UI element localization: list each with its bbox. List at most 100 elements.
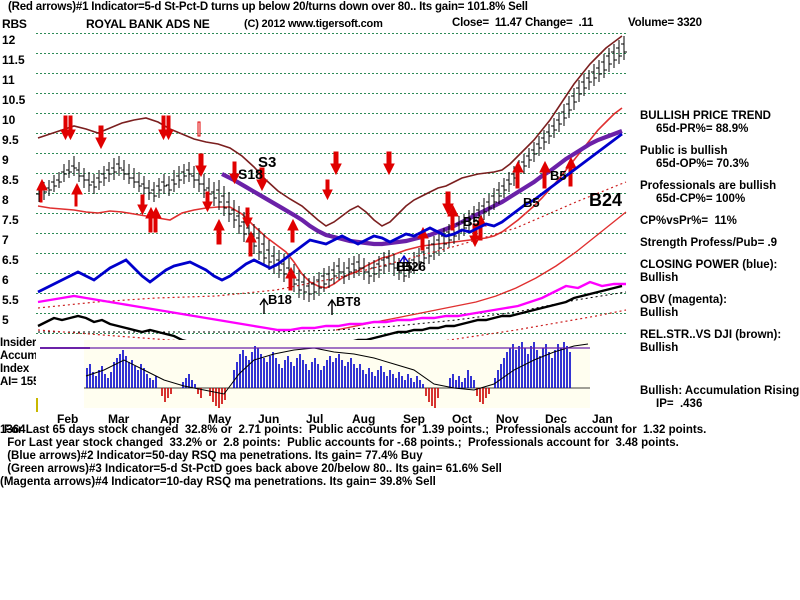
x-tick-sep: Sep [403, 412, 426, 426]
professional-sentiment-value: 65d-CP%= 100% [656, 193, 746, 205]
note-last-year: For Last year stock changed 33.2% or 2.8… [4, 437, 679, 449]
buy-arrow [245, 230, 257, 257]
sell-arrow [195, 153, 207, 178]
note-indicator-4: (Magenta arrows)#4 Indicator=10-day RSQ … [0, 476, 436, 488]
professional-sentiment-title: Professionals are bullish [640, 180, 777, 192]
closing-power-status: Bullish [640, 272, 679, 284]
annotation-B24: B24 [589, 190, 622, 210]
accumulation-status-title: Bullish: Accumulation Rising [640, 385, 800, 397]
obv-status: Bullish [640, 307, 679, 319]
y-tick-7: 7 [2, 233, 9, 247]
buy-arrow [447, 204, 459, 231]
x-tick-jan: Jan [592, 412, 613, 426]
x-tick-aug: Aug [352, 412, 376, 426]
volume-value: Volume= 3320 [628, 17, 702, 29]
y-tick-9p5: 9.5 [2, 133, 19, 147]
overlapping-fragment: 1364 [0, 424, 26, 436]
buy-arrow [213, 218, 225, 245]
buy-arrow [512, 160, 524, 189]
accumulation-index-panel[interactable] [84, 340, 590, 408]
y-tick-10: 10 [2, 113, 16, 127]
sell-arrow [202, 191, 213, 213]
price-change: Change= .11 [525, 17, 594, 29]
note-65-days: For Last 65 days stock changed 32.8% or … [4, 424, 707, 436]
insider-buying-line-left [40, 347, 90, 349]
rel-strength-title: REL.STR..VS DJI (brown): [640, 329, 782, 341]
sell-arrow [229, 161, 240, 185]
price-trend-value: 65d-PR%= 88.9% [656, 123, 749, 135]
sell-arrow [197, 121, 201, 137]
annotation-B5-3: B5 [550, 168, 567, 183]
annotation-S18: S18 [238, 166, 263, 182]
x-tick-apr: Apr [160, 412, 181, 426]
buy-arrow [565, 156, 577, 187]
indicator-1-header: (Red arrows)#1 Indicator=5-d St-Pct-D tu… [8, 1, 528, 13]
note-indicator-2: (Blue arrows)#2 Indicator=50-day RSQ ma … [4, 450, 423, 462]
ticker-symbol: RBS [2, 17, 27, 31]
note-indicator-3: (Green arrows)#3 Indicator=5-d St-PctD g… [4, 463, 502, 475]
annotation-S3: S3 [258, 154, 276, 171]
y-tick-5p5: 5.5 [2, 293, 19, 307]
buy-arrow [36, 178, 48, 203]
x-tick-oct: Oct [452, 412, 473, 426]
sell-arrow [322, 179, 333, 201]
axis-origin-tick [36, 398, 38, 412]
buy-arrow [150, 206, 162, 233]
analysis-side-panel: BULLISH PRICE TREND 65d-PR%= 88.9% Publi… [640, 110, 800, 411]
sell-arrow [256, 167, 268, 192]
secondary-red-band [335, 211, 627, 331]
rel-strength-status: Bullish [640, 342, 679, 354]
magenta-arrow [259, 297, 269, 314]
accum-label: Accum [0, 350, 38, 362]
obv-title: OBV (magenta): [640, 294, 727, 306]
x-tick-jul: Jul [306, 412, 324, 426]
y-tick-11: 11 [2, 73, 15, 87]
y-tick-8: 8 [2, 193, 9, 207]
x-tick-feb: Feb [57, 412, 79, 426]
buy-arrow [287, 218, 299, 243]
y-tick-8p5: 8.5 [2, 173, 19, 187]
buy-arrows [36, 156, 577, 291]
closing-power-title: CLOSING POWER (blue): [640, 259, 778, 271]
annotation-B5-4: B5 [396, 259, 413, 274]
sell-arrows [60, 115, 481, 248]
index-label: Index [0, 363, 30, 375]
y-tick-9: 9 [2, 153, 9, 167]
closing-power-line [37, 132, 623, 294]
accum-bars-negative [161, 388, 490, 408]
y-tick-12: 12 [2, 33, 16, 47]
blue-buy-arrows [399, 254, 409, 270]
magenta-buy-arrows [259, 297, 337, 315]
copyright-notice: (C) 2012 www.tigersoft.com [244, 18, 383, 30]
sell-arrow [65, 115, 76, 141]
y-tick-6p5: 6.5 [2, 253, 19, 267]
obv-line [37, 280, 626, 332]
lower-band-line [37, 107, 623, 289]
mid-band-line [221, 129, 623, 247]
annotation-B5-2: B5 [523, 195, 540, 210]
sell-arrow [95, 125, 107, 150]
y-tick-7p5: 7.5 [2, 213, 19, 227]
x-tick-jun: Jun [258, 412, 280, 426]
annotation-BT8: BT8 [336, 294, 361, 309]
sell-arrow [137, 194, 148, 216]
gridlines [36, 33, 628, 334]
price-bars [36, 36, 627, 302]
accum-smoothing-line [85, 343, 589, 395]
public-sentiment-title: Public is bullish [640, 145, 728, 157]
x-tick-may: May [208, 412, 232, 426]
buy-arrow [539, 160, 551, 189]
magenta-arrow [327, 298, 337, 315]
company-name: ROYAL BANK ADS NE [86, 17, 210, 31]
sell-arrow [330, 151, 342, 176]
sell-arrow [242, 207, 253, 229]
annotation-B5-1: B5 [463, 214, 480, 229]
x-tick-dec: Dec [545, 412, 568, 426]
public-sentiment-value: 65d-OP%= 70.3% [656, 158, 750, 170]
price-trend-title: BULLISH PRICE TREND [640, 110, 771, 122]
close-price: Close= 11.47 [452, 17, 522, 29]
accum-bars-positive [86, 342, 571, 388]
cp-vs-pr-value: CP%vsPr%= 11% [640, 215, 737, 227]
y-tick-6: 6 [2, 273, 9, 287]
